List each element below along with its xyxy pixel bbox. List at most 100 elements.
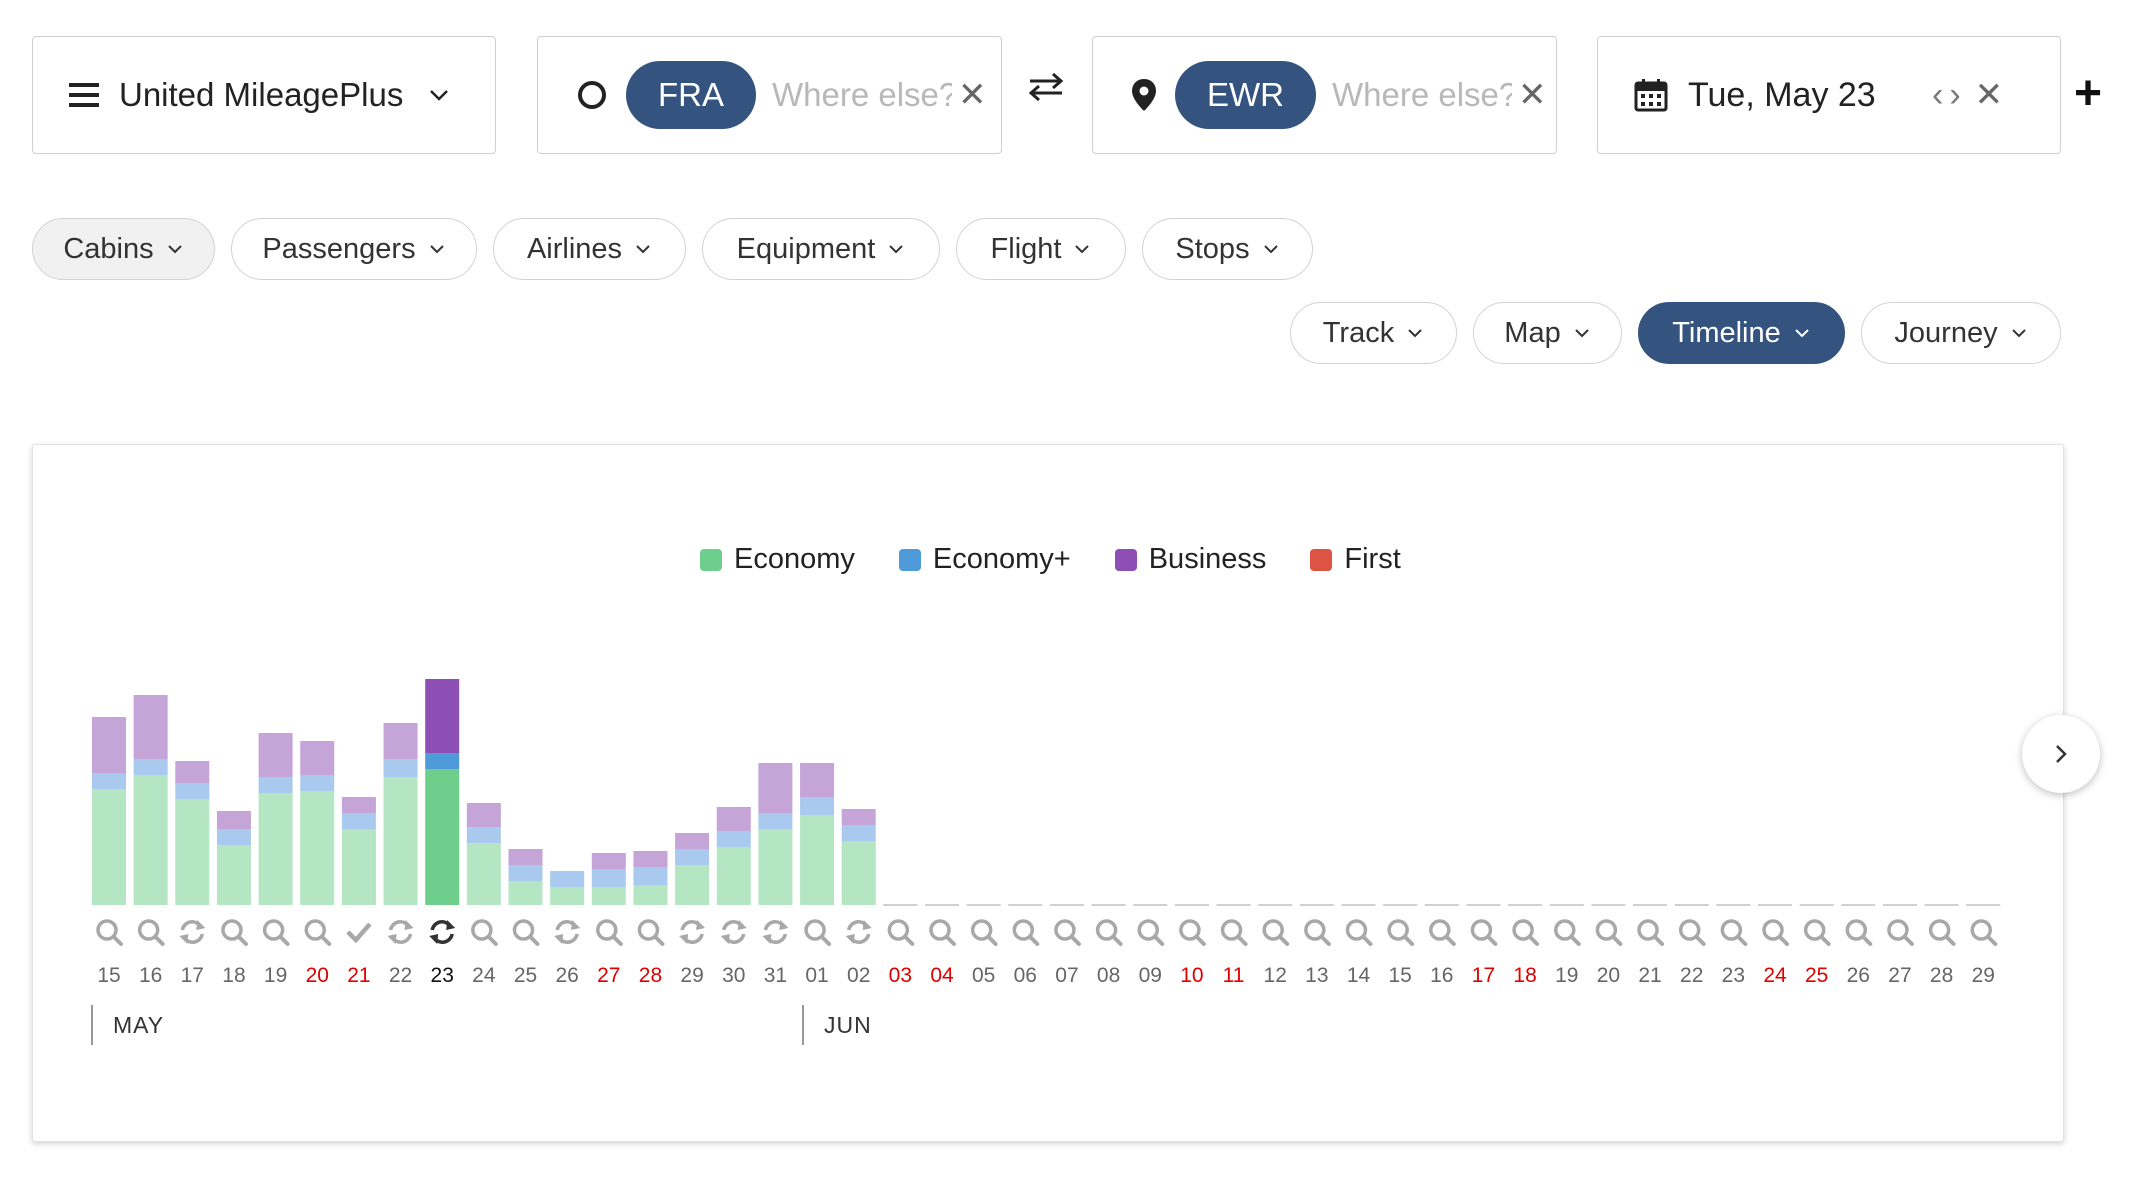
bar-business-22[interactable]	[383, 723, 418, 759]
bar-economy-17[interactable]	[175, 799, 210, 905]
legend-first[interactable]: First	[1310, 543, 1401, 576]
add-search-button[interactable]: +	[2074, 67, 2103, 120]
bar-business-16[interactable]	[133, 695, 168, 759]
date-23-search-icon[interactable]	[1720, 919, 1748, 946]
bar-economy-plus-31[interactable]	[758, 813, 793, 829]
date-16-search-icon[interactable]	[137, 919, 165, 946]
legend-economy-plus[interactable]: Economy+	[898, 543, 1071, 576]
date-04-search-icon[interactable]	[929, 919, 956, 946]
date-22-refresh-icon[interactable]	[387, 920, 414, 944]
date-21-search-icon[interactable]	[1637, 919, 1665, 946]
bar-economy-plus-17[interactable]	[175, 783, 210, 799]
filter-airlines[interactable]: Airlines	[493, 218, 686, 280]
date-29-search-icon[interactable]	[1970, 919, 1998, 946]
origin-clear-icon[interactable]: ✕	[958, 76, 987, 114]
date-26-loading-icon[interactable]	[554, 920, 581, 944]
date-19-search-icon[interactable]	[262, 919, 290, 946]
date-10-search-icon[interactable]	[1179, 919, 1206, 946]
date-21-check-icon[interactable]	[346, 922, 372, 944]
filter-cabins[interactable]: Cabins	[32, 218, 215, 280]
bar-business-17[interactable]	[175, 761, 210, 783]
date-26-search-icon[interactable]	[1845, 919, 1873, 946]
date-25-search-icon[interactable]	[1803, 919, 1831, 946]
bar-economy-plus-21[interactable]	[341, 813, 376, 829]
bar-economy-29[interactable]	[675, 865, 710, 905]
date-23-refresh-active-icon[interactable]	[429, 920, 456, 944]
bar-economy-15[interactable]	[92, 789, 126, 905]
bar-economy-27[interactable]	[591, 887, 626, 905]
bar-economy-26[interactable]	[550, 887, 585, 905]
filter-equipment[interactable]: Equipment	[702, 218, 940, 280]
date-11-search-icon[interactable]	[1220, 919, 1248, 946]
date-05-search-icon[interactable]	[970, 919, 998, 946]
date-24-search-icon[interactable]	[471, 919, 498, 946]
date-22-search-icon[interactable]	[1678, 919, 1706, 946]
date-30-refresh-icon[interactable]	[720, 920, 747, 944]
date-19-search-icon[interactable]	[1554, 919, 1581, 946]
date-08-search-icon[interactable]	[1095, 919, 1123, 946]
date-16-search-icon[interactable]	[1429, 919, 1456, 946]
bar-economy-31[interactable]	[758, 829, 793, 905]
bar-economy-16[interactable]	[133, 775, 168, 905]
date-25-search-icon[interactable]	[512, 919, 540, 946]
date-17-search-icon[interactable]	[1470, 919, 1498, 946]
bar-economy-18[interactable]	[216, 845, 251, 905]
program-selector[interactable]: United MileagePlus	[32, 36, 496, 154]
bar-economy-plus-01[interactable]	[800, 797, 835, 815]
destination-clear-icon[interactable]: ✕	[1518, 76, 1547, 114]
origin-chip[interactable]: FRA	[626, 61, 756, 129]
bar-economy-plus-29[interactable]	[675, 849, 710, 865]
bar-economy-02[interactable]	[841, 841, 876, 905]
date-18-search-icon[interactable]	[1512, 919, 1540, 946]
bar-business-28[interactable]	[633, 851, 668, 867]
legend-economy[interactable]: Economy	[700, 543, 855, 576]
bar-economy-plus-02[interactable]	[841, 825, 876, 841]
date-12-search-icon[interactable]	[1262, 919, 1290, 946]
bar-business-21[interactable]	[341, 797, 376, 813]
bar-business-01[interactable]	[800, 763, 835, 797]
date-15-search-icon[interactable]	[96, 919, 123, 946]
timeline-next-button[interactable]	[2022, 715, 2100, 793]
bar-economy-plus-18[interactable]	[216, 829, 251, 845]
origin-field[interactable]: FRA Where else? ✕	[537, 36, 1002, 154]
destination-input[interactable]: Where else?	[1332, 76, 1512, 113]
bar-business-15[interactable]	[92, 717, 126, 773]
view-map[interactable]: Map	[1473, 302, 1622, 364]
date-14-search-icon[interactable]	[1345, 919, 1373, 946]
bar-economy-30[interactable]	[716, 847, 751, 905]
date-29-refresh-icon[interactable]	[679, 920, 706, 944]
next-day-icon[interactable]: ›	[1949, 75, 1961, 114]
bar-business-23[interactable]	[425, 679, 460, 753]
destination-chip[interactable]: EWR	[1175, 61, 1316, 129]
date-02-refresh-icon[interactable]	[845, 920, 872, 944]
bar-economy-plus-22[interactable]	[383, 759, 418, 777]
swap-icon[interactable]	[1028, 72, 1064, 102]
view-timeline[interactable]: Timeline	[1638, 302, 1845, 364]
date-15-search-icon[interactable]	[1387, 919, 1415, 946]
bar-economy-plus-16[interactable]	[133, 759, 168, 775]
bar-economy-25[interactable]	[508, 881, 543, 905]
bar-business-02[interactable]	[841, 809, 876, 825]
bar-business-19[interactable]	[258, 733, 293, 777]
bar-economy-plus-27[interactable]	[591, 869, 626, 887]
date-24-search-icon[interactable]	[1762, 919, 1789, 946]
prev-day-icon[interactable]: ‹	[1932, 75, 1944, 114]
bar-economy-plus-26[interactable]	[550, 871, 585, 887]
date-20-search-icon[interactable]	[1595, 919, 1623, 946]
date-03-search-icon[interactable]	[887, 919, 915, 946]
date-28-search-icon[interactable]	[1928, 919, 1956, 946]
bar-economy-20[interactable]	[300, 791, 335, 905]
date-09-search-icon[interactable]	[1137, 919, 1165, 946]
bar-economy-19[interactable]	[258, 793, 293, 905]
bar-business-25[interactable]	[508, 849, 543, 865]
bar-business-24[interactable]	[466, 803, 501, 827]
bar-business-18[interactable]	[216, 811, 251, 829]
bar-economy-23[interactable]	[425, 769, 460, 905]
date-27-search-icon[interactable]	[596, 919, 623, 946]
origin-input[interactable]: Where else?	[772, 76, 952, 113]
date-field[interactable]: Tue, May 23 ‹ › ✕	[1597, 36, 2061, 154]
view-journey[interactable]: Journey	[1861, 302, 2061, 364]
bar-economy-plus-23[interactable]	[425, 753, 460, 769]
destination-field[interactable]: EWR Where else? ✕	[1092, 36, 1557, 154]
bar-economy-plus-15[interactable]	[92, 773, 126, 789]
